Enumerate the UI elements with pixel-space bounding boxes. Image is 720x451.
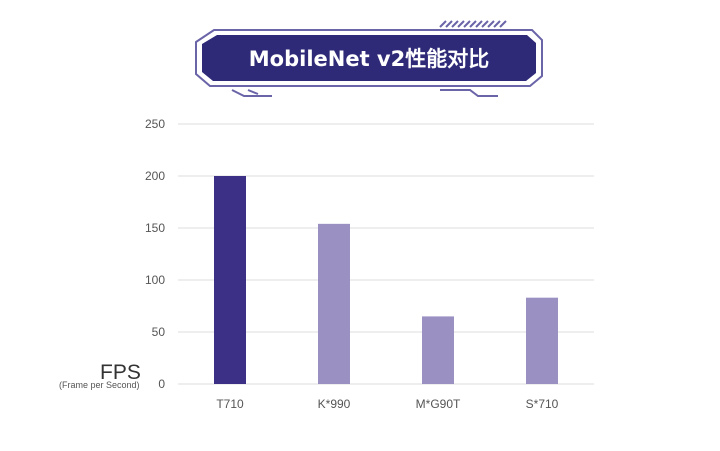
x-category-label: K*990 [318, 397, 351, 411]
bar-mg90t [422, 316, 454, 384]
x-category-label: T710 [216, 397, 244, 411]
y-axis-sublabel: (Frame per Second) [59, 380, 140, 390]
bar-k990 [318, 223, 350, 384]
title-deco-lines [231, 89, 498, 97]
x-category-label: M*G90T [416, 397, 461, 411]
bars [214, 176, 558, 384]
x-category-labels: T710 K*990 M*G90T S*710 [216, 397, 558, 411]
y-tick-labels: 0 50 100 150 200 250 [145, 117, 165, 391]
y-tick-label: 200 [145, 169, 165, 183]
title-banner-body [202, 35, 536, 81]
title-banner-frame [195, 29, 543, 87]
y-tick-label: 250 [145, 117, 165, 131]
chart-title: MobileNet v2性能对比 [249, 47, 489, 71]
gridlines [178, 123, 594, 385]
title-deco-stripes [439, 20, 507, 28]
x-category-label: S*710 [526, 397, 559, 411]
y-tick-label: 100 [145, 273, 165, 287]
y-tick-label: 150 [145, 221, 165, 235]
y-tick-label: 0 [158, 377, 165, 391]
bar-s710 [526, 297, 558, 384]
y-axis-label: FPS [100, 361, 141, 384]
title-banner: MobileNet v2性能对比 [195, 20, 543, 97]
y-tick-label: 50 [152, 325, 166, 339]
bar-t710 [214, 176, 246, 384]
